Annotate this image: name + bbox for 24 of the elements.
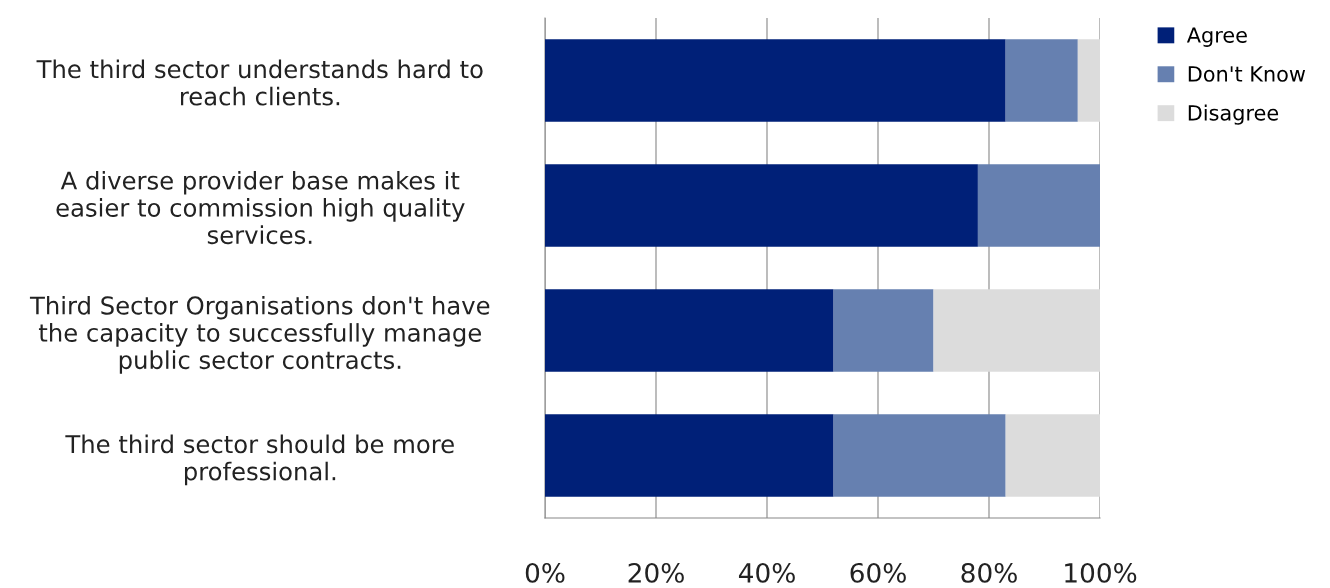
y-tick-label: A diverse provider base makes it easier to commission high quality services. xyxy=(56,170,465,245)
bar xyxy=(1005,39,1078,122)
y-tick-label: The third sector should be more professional. xyxy=(65,434,454,486)
bar xyxy=(833,289,934,372)
legend-label: Agree xyxy=(1186,27,1247,47)
bar xyxy=(545,289,834,372)
bar xyxy=(545,164,978,247)
x-tick-label: 0% xyxy=(525,562,565,583)
legend-label: Don't Know xyxy=(1188,66,1306,82)
x-tick-label: 20% xyxy=(628,562,684,583)
bar xyxy=(977,164,1100,247)
x-tick-label: 100% xyxy=(1065,562,1137,583)
bar xyxy=(545,39,1006,122)
x-tick-label: 60% xyxy=(850,562,906,583)
bar xyxy=(1077,39,1100,122)
bar xyxy=(933,289,1100,372)
bar xyxy=(833,414,1006,497)
y-tick-label: Third Sector Organisations don't have the capacity to successfully manage public sector contracts. xyxy=(29,295,490,374)
x-tick-label: 80% xyxy=(961,562,1017,583)
x-tick-label: 40% xyxy=(738,562,795,583)
legend-label: Disagree xyxy=(1188,104,1279,125)
y-tick-label: The third sector understands hard to reach clients. xyxy=(36,59,483,106)
bar xyxy=(1005,414,1100,497)
bar xyxy=(545,414,834,497)
